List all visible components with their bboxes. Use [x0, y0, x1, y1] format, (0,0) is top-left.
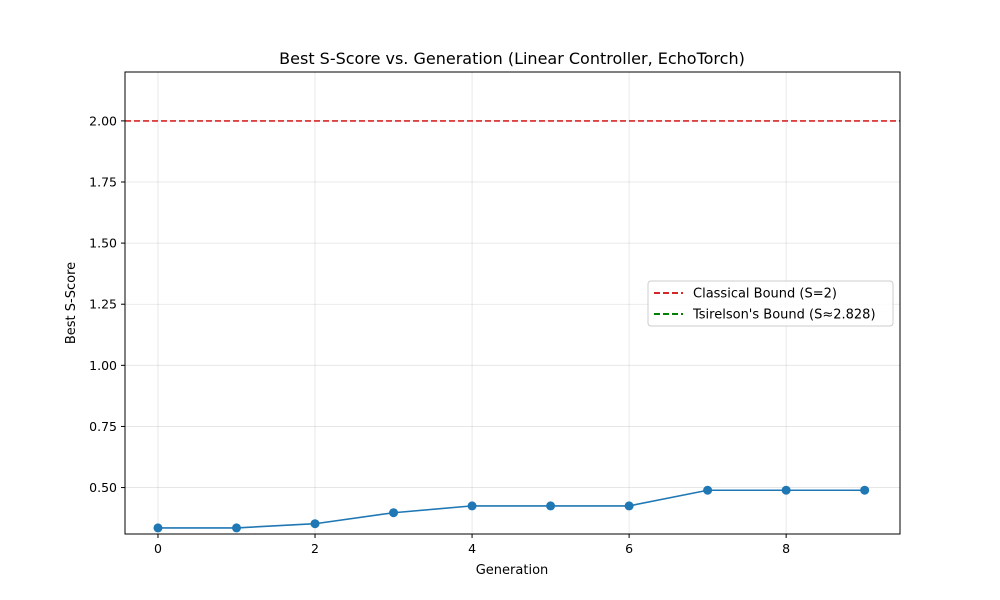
plot-frame [124, 71, 901, 535]
y-tick-label: 1.75 [89, 175, 117, 190]
data-point [310, 519, 320, 529]
y-tick-label: 1.00 [89, 358, 117, 373]
legend-box [647, 280, 894, 327]
y-tick-label: 0.75 [89, 419, 117, 434]
data-point [860, 485, 870, 495]
chart-title: Best S-Score vs. Generation (Linear Cont… [279, 49, 745, 68]
y-axis: 0.50 0.75 1.00 1.25 1.50 1.75 2.00 [89, 113, 125, 495]
y-axis-label: Best S-Score [64, 262, 79, 344]
data-point [703, 485, 713, 495]
x-tick-label: 0 [154, 541, 162, 556]
data-point [624, 501, 634, 511]
x-tick-label: 8 [782, 541, 790, 556]
data-point [546, 501, 556, 511]
legend-label-classical: Classical Bound (S=2) [693, 287, 837, 302]
reference-lines [125, 120, 900, 122]
x-tick-label: 4 [468, 541, 476, 556]
x-axis-label: Generation [476, 563, 549, 578]
y-tick-label: 0.50 [89, 480, 117, 495]
data-point [389, 508, 399, 518]
grid [125, 72, 900, 534]
data-point [153, 523, 163, 533]
y-tick-label: 2.00 [89, 113, 117, 128]
y-tick-label: 1.50 [89, 236, 117, 251]
x-tick-label: 2 [311, 541, 319, 556]
series-line [157, 489, 865, 529]
legend-label-tsirelson: Tsirelson's Bound (S≈2.828) [692, 308, 876, 323]
data-point [467, 501, 477, 511]
y-tick-label: 1.25 [89, 297, 117, 312]
legend: Classical Bound (S=2) Tsirelson's Bound … [647, 280, 894, 327]
x-tick-label: 6 [625, 541, 633, 556]
series [153, 485, 870, 533]
x-axis: 0 2 4 6 8 [154, 534, 790, 556]
data-point [231, 523, 241, 533]
data-point [781, 485, 791, 495]
